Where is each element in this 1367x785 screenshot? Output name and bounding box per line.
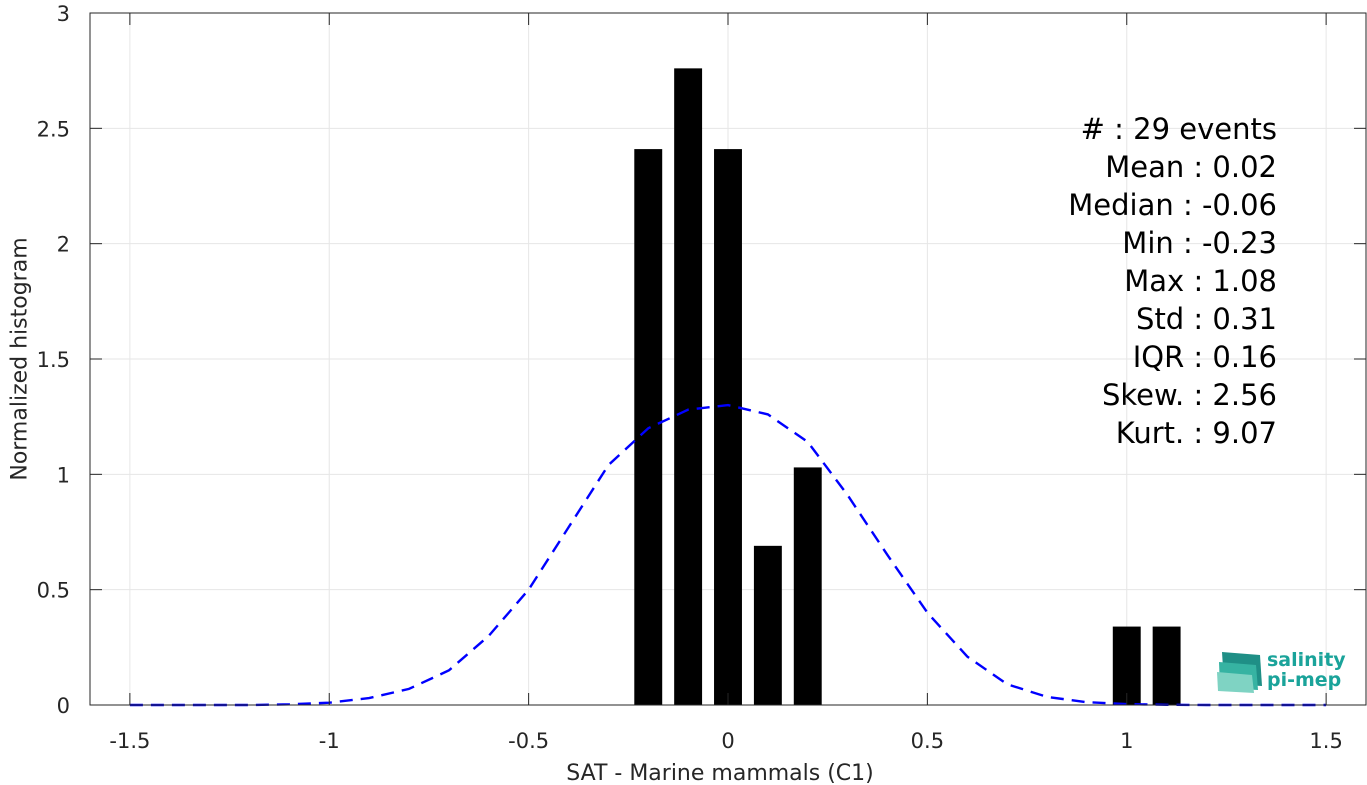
logo-line2: pi-mep (1267, 669, 1341, 691)
histogram-bar (1112, 626, 1141, 705)
y-axis-label: Normalized histogram (8, 237, 33, 480)
axes: -1.5 -1 -0.5 0 0.5 1 1.5 0 0.5 1 1.5 2 2.5 3 (37, 2, 1366, 753)
stat-line: IQR : 0.16 (1133, 340, 1277, 374)
stat-line: Std : 0.31 (1136, 302, 1277, 336)
stat-line: # : 29 events (1081, 112, 1277, 146)
logo-line1: salinity (1267, 649, 1346, 671)
histogram-bar (714, 149, 742, 706)
salinity-pi-mep-logo: salinity pi-mep (1217, 649, 1346, 693)
bars (634, 68, 1181, 706)
statistics-box: # : 29 events Mean : 0.02 Median : -0.06 Mi… (1068, 112, 1277, 450)
x-tick-label: -0.5 (508, 729, 549, 753)
y-tick-label: 0 (57, 694, 70, 718)
y-tick-label: 3 (57, 2, 70, 26)
x-tick-label: 1.5 (1309, 729, 1342, 753)
x-tick-label: -1 (319, 729, 340, 753)
stat-line: Max : 1.08 (1124, 264, 1277, 298)
stat-line: Median : -0.06 (1068, 188, 1277, 222)
stat-line: Min : -0.23 (1122, 226, 1277, 260)
y-tick-label: 1.5 (37, 348, 70, 372)
histogram-bar (793, 467, 822, 705)
histogram-bar (753, 545, 782, 705)
y-tick-label: 0.5 (37, 579, 70, 603)
logo-wave-icon (1217, 652, 1262, 693)
histogram-bar (674, 68, 703, 706)
stat-line: Mean : 0.02 (1105, 150, 1277, 184)
y-tick-label: 1 (57, 463, 70, 487)
x-tick-label: 1 (1120, 729, 1133, 753)
y-tick-label: 2 (57, 233, 70, 257)
histogram-bar (1152, 626, 1181, 705)
x-tick-label: 0.5 (911, 729, 944, 753)
stat-line: Skew. : 2.56 (1102, 378, 1277, 412)
x-axis-label: SAT - Marine mammals (C1) (566, 761, 874, 785)
x-tick-label: 0 (721, 729, 734, 753)
stat-line: Kurt. : 9.07 (1116, 416, 1277, 450)
y-tick-label: 2.5 (37, 117, 70, 141)
x-tick-label: -1.5 (109, 729, 150, 753)
